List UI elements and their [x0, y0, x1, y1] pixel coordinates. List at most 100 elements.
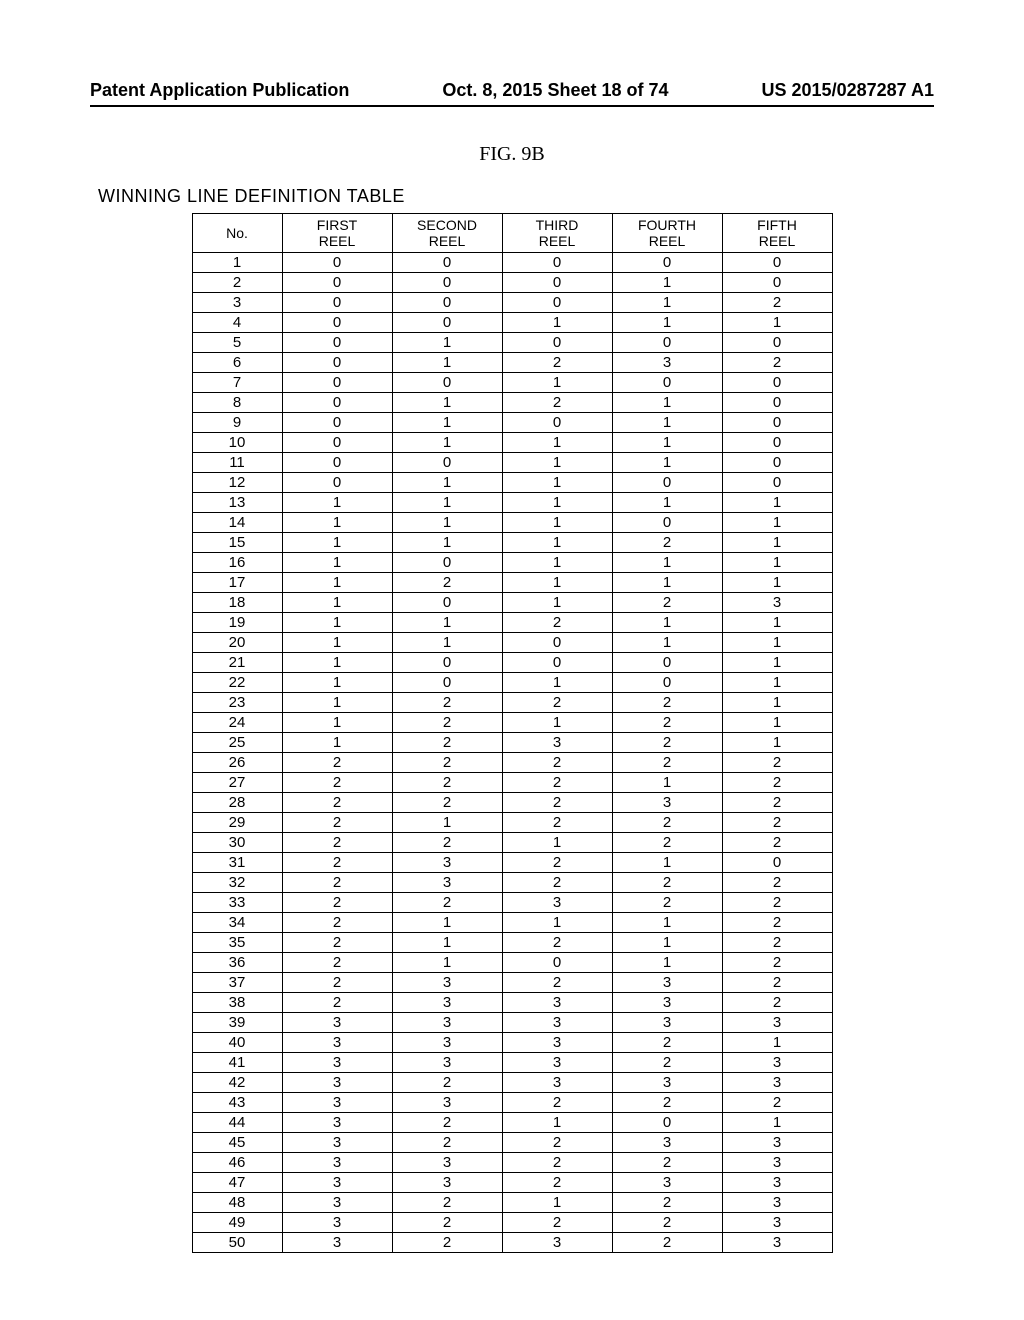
cell-reel-2: 0: [392, 553, 502, 573]
cell-reel-5: 1: [722, 1113, 832, 1133]
cell-reel-5: 2: [722, 753, 832, 773]
table-row: 4532233: [192, 1133, 832, 1153]
cell-reel-1: 0: [282, 373, 392, 393]
col-reel-1: FIRSTREEL: [282, 214, 392, 253]
table-row: 200010: [192, 273, 832, 293]
cell-reel-2: 3: [392, 1093, 502, 1113]
table-row: 1201100: [192, 473, 832, 493]
cell-no: 24: [192, 713, 282, 733]
cell-reel-1: 1: [282, 493, 392, 513]
cell-reel-3: 2: [502, 1133, 612, 1153]
cell-no: 16: [192, 553, 282, 573]
cell-reel-5: 1: [722, 613, 832, 633]
cell-reel-4: 2: [612, 593, 722, 613]
cell-reel-4: 1: [612, 913, 722, 933]
cell-reel-3: 2: [502, 773, 612, 793]
cell-reel-2: 2: [392, 573, 502, 593]
cell-reel-5: 2: [722, 773, 832, 793]
cell-reel-5: 2: [722, 833, 832, 853]
cell-no: 9: [192, 413, 282, 433]
cell-reel-2: 0: [392, 453, 502, 473]
cell-reel-4: 2: [612, 733, 722, 753]
cell-no: 1: [192, 253, 282, 273]
cell-reel-1: 0: [282, 293, 392, 313]
cell-reel-2: 1: [392, 353, 502, 373]
cell-reel-3: 0: [502, 633, 612, 653]
table-row: 801210: [192, 393, 832, 413]
cell-reel-3: 2: [502, 873, 612, 893]
winning-line-table: No.FIRSTREELSECONDREELTHIRDREELFOURTHREE…: [192, 213, 833, 1253]
cell-reel-5: 0: [722, 473, 832, 493]
cell-no: 23: [192, 693, 282, 713]
cell-reel-5: 3: [722, 1213, 832, 1233]
cell-reel-2: 1: [392, 953, 502, 973]
cell-reel-5: 2: [722, 933, 832, 953]
cell-reel-4: 0: [612, 513, 722, 533]
cell-reel-3: 2: [502, 613, 612, 633]
cell-reel-1: 2: [282, 813, 392, 833]
cell-no: 14: [192, 513, 282, 533]
table-row: 2011011: [192, 633, 832, 653]
cell-reel-4: 1: [612, 453, 722, 473]
cell-reel-2: 0: [392, 293, 502, 313]
cell-reel-4: 0: [612, 653, 722, 673]
cell-no: 20: [192, 633, 282, 653]
cell-reel-1: 0: [282, 273, 392, 293]
cell-reel-2: 1: [392, 413, 502, 433]
cell-reel-5: 2: [722, 813, 832, 833]
cell-no: 50: [192, 1233, 282, 1253]
table-row: 1411101: [192, 513, 832, 533]
cell-no: 3: [192, 293, 282, 313]
cell-reel-1: 3: [282, 1233, 392, 1253]
cell-no: 18: [192, 593, 282, 613]
cell-reel-1: 1: [282, 713, 392, 733]
cell-reel-3: 1: [502, 1113, 612, 1133]
cell-no: 44: [192, 1113, 282, 1133]
cell-reel-2: 2: [392, 793, 502, 813]
cell-reel-5: 0: [722, 433, 832, 453]
table-row: 2412121: [192, 713, 832, 733]
cell-reel-3: 2: [502, 353, 612, 373]
cell-no: 30: [192, 833, 282, 853]
table-row: 501000: [192, 333, 832, 353]
cell-reel-5: 2: [722, 993, 832, 1013]
cell-reel-5: 0: [722, 373, 832, 393]
table-row: 4333222: [192, 1093, 832, 1113]
cell-reel-4: 3: [612, 1173, 722, 1193]
cell-reel-3: 3: [502, 1233, 612, 1253]
cell-reel-1: 3: [282, 1073, 392, 1093]
cell-reel-5: 3: [722, 1053, 832, 1073]
table-row: 2312221: [192, 693, 832, 713]
cell-reel-2: 2: [392, 1213, 502, 1233]
cell-reel-5: 3: [722, 1173, 832, 1193]
cell-reel-2: 2: [392, 733, 502, 753]
cell-reel-4: 1: [612, 553, 722, 573]
cell-reel-5: 1: [722, 693, 832, 713]
patent-page: Patent Application Publication Oct. 8, 2…: [0, 0, 1024, 1320]
cell-reel-3: 1: [502, 513, 612, 533]
cell-reel-1: 0: [282, 313, 392, 333]
cell-reel-3: 1: [502, 833, 612, 853]
table-row: 3521212: [192, 933, 832, 953]
cell-no: 8: [192, 393, 282, 413]
table-row: 1001110: [192, 433, 832, 453]
cell-reel-5: 1: [722, 553, 832, 573]
cell-reel-3: 3: [502, 993, 612, 1013]
table-row: 901010: [192, 413, 832, 433]
cell-reel-3: 2: [502, 853, 612, 873]
table-row: 3123210: [192, 853, 832, 873]
cell-reel-5: 0: [722, 453, 832, 473]
cell-reel-3: 1: [502, 313, 612, 333]
table-row: 5032323: [192, 1233, 832, 1253]
cell-reel-3: 3: [502, 1053, 612, 1073]
table-row: 601232: [192, 353, 832, 373]
cell-reel-3: 1: [502, 453, 612, 473]
cell-reel-5: 3: [722, 1233, 832, 1253]
table-row: 4133323: [192, 1053, 832, 1073]
cell-reel-3: 2: [502, 1153, 612, 1173]
cell-reel-4: 2: [612, 833, 722, 853]
cell-reel-5: 1: [722, 573, 832, 593]
col-reel-3: THIRDREEL: [502, 214, 612, 253]
cell-reel-3: 3: [502, 893, 612, 913]
cell-reel-3: 1: [502, 673, 612, 693]
